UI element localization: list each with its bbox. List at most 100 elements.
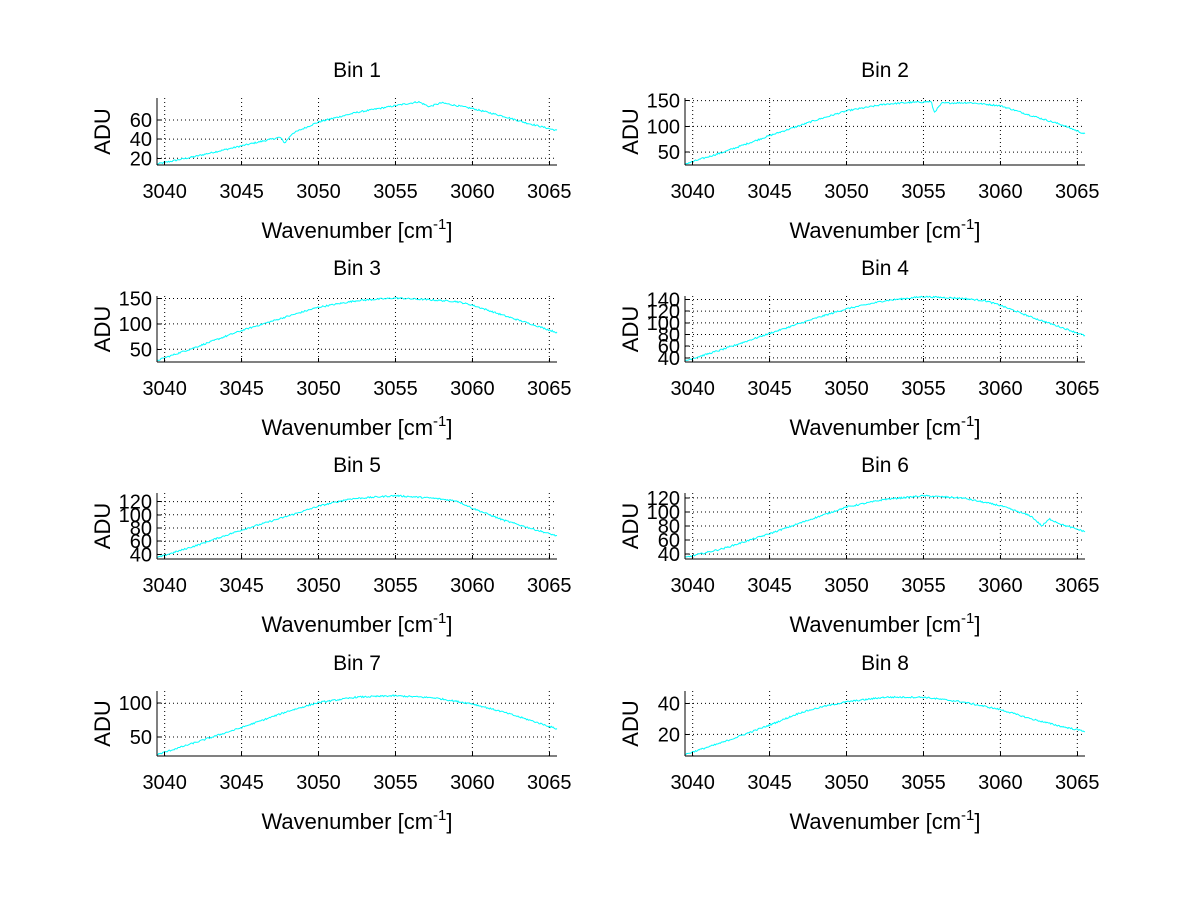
x-axis-label-text: Wavenumber [cm — [789, 612, 961, 637]
x-axis-label-superscript: -1 — [433, 413, 446, 430]
x-tick-label: 3050 — [824, 181, 869, 203]
spectrum-line — [685, 295, 1086, 361]
x-tick-label: 3065 — [527, 181, 572, 203]
x-tick-label: 3045 — [747, 575, 792, 597]
spectrum-line — [156, 100, 558, 165]
x-axis-label-text: Wavenumber [cm — [261, 218, 433, 243]
x-tick-label: 3045 — [219, 181, 264, 203]
x-axis-label-end: ] — [446, 612, 452, 637]
x-tick-label: 3060 — [978, 772, 1023, 794]
y-tick-label: 20 — [130, 148, 152, 170]
y-tick-label: 100 — [119, 314, 152, 336]
panel-bin-8: Bin 8 3040 3045 3050 3055 3060 3065 20 40 Wavenum… — [618, 652, 1100, 834]
y-axis-label: ADU — [618, 108, 643, 154]
x-axis-label-superscript: -1 — [961, 216, 974, 233]
spectrum-line — [156, 296, 558, 361]
x-axis-label-text: Wavenumber [cm — [789, 415, 961, 440]
y-tick-label: 40 — [130, 129, 152, 151]
x-tick-label: 3045 — [219, 378, 264, 400]
panel-bin-7: Bin 7 3040 3045 3050 3055 3060 3065 50 100 Wavenu… — [90, 652, 572, 834]
x-axis-label-text: Wavenumber [cm — [789, 218, 961, 243]
x-tick-label: 3060 — [978, 378, 1023, 400]
panel-bin-6: Bin 6 3040 3045 3050 3055 3060 3065 40608010012… — [618, 454, 1100, 637]
x-tick-label: 3055 — [901, 575, 946, 597]
x-tick-label: 3040 — [142, 181, 187, 203]
spectrum-line — [684, 100, 1086, 165]
x-tick-label: 3055 — [373, 378, 418, 400]
spectrum-line — [157, 494, 558, 558]
y-tick-label: 50 — [130, 339, 152, 361]
x-axis-label: Wavenumber [cm-1] — [261, 807, 452, 834]
x-axis-label-superscript: -1 — [433, 807, 446, 824]
x-tick-label: 3040 — [670, 575, 715, 597]
x-axis-label-end: ] — [446, 415, 452, 440]
x-tick-label: 3040 — [142, 772, 187, 794]
x-tick-label: 3040 — [670, 378, 715, 400]
x-axis-label-superscript: -1 — [961, 610, 974, 627]
y-axis-label: ADU — [90, 700, 115, 746]
x-tick-label: 3065 — [1055, 575, 1100, 597]
x-tick-label: 3040 — [142, 575, 187, 597]
y-tick-label: 140 — [647, 290, 680, 312]
y-axis-label: ADU — [90, 108, 115, 154]
x-tick-label: 3050 — [824, 575, 869, 597]
x-tick-label: 3065 — [1055, 378, 1100, 400]
y-tick-label: 40 — [658, 348, 680, 370]
panel-title: Bin 5 — [333, 454, 381, 477]
x-tick-label: 3065 — [527, 575, 572, 597]
panel-title: Bin 6 — [861, 454, 909, 477]
x-axis-label: Wavenumber [cm-1] — [261, 610, 452, 637]
x-axis-label-superscript: -1 — [961, 807, 974, 824]
x-axis-label: Wavenumber [cm-1] — [789, 610, 980, 637]
x-tick-label: 3045 — [747, 378, 792, 400]
x-tick-label: 3050 — [296, 181, 341, 203]
y-axis-label: ADU — [618, 700, 643, 746]
x-tick-label: 3045 — [747, 772, 792, 794]
y-tick-label: 80 — [658, 325, 680, 347]
x-tick-label: 3055 — [373, 181, 418, 203]
x-axis-label: Wavenumber [cm-1] — [261, 413, 452, 440]
x-axis-label-end: ] — [974, 612, 980, 637]
x-tick-label: 3040 — [670, 181, 715, 203]
x-tick-label: 3050 — [296, 575, 341, 597]
y-tick-label: 60 — [658, 530, 680, 552]
x-tick-label: 3065 — [1055, 772, 1100, 794]
x-axis-label-end: ] — [974, 218, 980, 243]
x-tick-label: 3050 — [296, 378, 341, 400]
x-axis-label: Wavenumber [cm-1] — [789, 413, 980, 440]
y-tick-label: 150 — [647, 91, 680, 113]
y-tick-label: 40 — [658, 544, 680, 566]
x-tick-label: 3060 — [978, 181, 1023, 203]
x-tick-label: 3040 — [670, 772, 715, 794]
y-axis-label: ADU — [618, 306, 643, 352]
y-tick-label: 80 — [130, 518, 152, 540]
x-axis-label: Wavenumber [cm-1] — [789, 216, 980, 243]
y-tick-label: 50 — [130, 727, 152, 749]
x-tick-label: 3040 — [142, 378, 187, 400]
x-tick-label: 3050 — [824, 772, 869, 794]
x-tick-label: 3060 — [450, 575, 495, 597]
y-tick-label: 100 — [647, 502, 680, 524]
y-tick-label: 40 — [658, 693, 680, 715]
x-tick-label: 3050 — [296, 772, 341, 794]
panel-title: Bin 2 — [861, 59, 909, 82]
panel-bin-3: Bin 3 3040 3045 3050 3055 3060 3065 50 100 150 Wav… — [90, 257, 572, 440]
panel-title: Bin 4 — [861, 257, 909, 280]
y-tick-label: 100 — [647, 313, 680, 335]
x-tick-label: 3060 — [450, 378, 495, 400]
x-tick-label: 3060 — [450, 772, 495, 794]
y-axis-label: ADU — [618, 503, 643, 549]
y-axis-label: ADU — [90, 503, 115, 549]
y-tick-label: 40 — [130, 544, 152, 566]
y-axis-label: ADU — [90, 306, 115, 352]
panel-bin-5: Bin 5 3040 3045 3050 3055 3060 3065 40608010012… — [90, 454, 572, 637]
x-tick-label: 3045 — [219, 772, 264, 794]
y-tick-label: 60 — [130, 531, 152, 553]
y-tick-label: 150 — [119, 289, 152, 311]
x-tick-label: 3065 — [527, 772, 572, 794]
x-tick-label: 3065 — [1055, 181, 1100, 203]
y-tick-label: 50 — [658, 142, 680, 164]
panel-bin-4: Bin 4 3040 3045 3050 3055 3060 3065 40608010012… — [618, 257, 1100, 440]
x-axis-label-end: ] — [446, 809, 452, 834]
